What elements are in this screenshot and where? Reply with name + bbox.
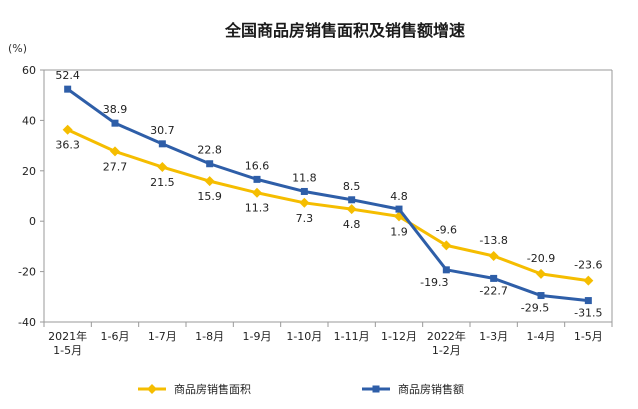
data-point [536,268,546,279]
data-label: 30.7 [150,124,175,137]
data-point [488,250,499,261]
y-tick-label: 40 [22,114,36,127]
x-tick-label: 1-8月 [195,330,224,343]
data-label: 16.6 [245,159,270,172]
data-label: -19.3 [420,276,448,289]
x-tick-label: 1-12月 [381,330,417,343]
data-point [158,140,166,148]
x-tick-label: 1-11月 [334,330,370,343]
data-point [157,162,168,173]
data-point [348,196,356,204]
legend: 商品房销售面积 商品房销售额 [138,382,464,396]
data-label: 11.3 [245,202,270,215]
y-tick-label: 20 [22,165,36,178]
data-point [111,119,119,127]
x-tick-label: 1-9月 [243,330,272,343]
data-point [110,146,120,157]
x-tick-label: 1-7月 [148,330,177,343]
chart-title: 全国商品房销售面积及销售额增速 [224,21,465,40]
data-label: 8.5 [343,180,361,193]
data-point [490,274,498,282]
series-line-1 [67,128,589,283]
data-labels: 36.3 27.7 21.5 15.9 11.3 7.3 4.8 1.9 -9.6 -13.8 -2… [55,69,602,319]
legend-label: 商品房销售额 [398,382,464,396]
data-label: 15.9 [197,190,222,203]
data-point [253,175,261,183]
x-tick-label: 1-10月 [286,330,322,343]
data-label: -22.7 [479,284,507,297]
x-tick-label: 1-3月 [479,330,508,343]
data-point [64,85,72,93]
data-label: -9.6 [436,223,457,236]
data-label: -29.5 [521,302,549,315]
data-label: 38.9 [103,103,128,116]
x-tick-label: 2021年 [48,329,87,343]
axes [43,69,613,327]
data-point [300,187,308,195]
data-point [346,204,357,215]
legend-label: 商品房销售面积 [174,382,251,396]
x-tick-label: 1-6月 [101,330,130,343]
data-point [204,176,215,187]
x-tick-label: 1-4月 [527,330,556,343]
data-label: 52.4 [55,69,80,82]
x-tick-label: 1-2月 [432,344,461,357]
y-tick-label: 0 [29,215,36,228]
data-point [252,187,262,198]
data-label: 27.7 [103,160,128,173]
data-label: 7.3 [296,212,314,225]
data-label: 36.3 [55,139,80,152]
y-axis-unit: (%) [8,42,27,55]
data-point [441,240,452,251]
y-tick-label: -20 [18,266,36,279]
x-tick-label: 1-5月 [574,330,603,343]
data-point [442,266,450,274]
data-label: -20.9 [527,252,555,265]
y-tick-label: 60 [22,64,36,77]
data-point [62,124,73,135]
series-group [62,85,594,305]
x-tick-label: 1-5月 [53,344,82,357]
data-label: -31.5 [574,307,602,320]
series-line-2 [66,87,589,303]
data-point [537,292,545,300]
data-point [206,160,214,168]
data-point [299,197,310,208]
data-point [584,297,592,305]
data-label: 21.5 [150,176,175,189]
data-label: 1.9 [390,225,408,238]
data-label: 4.8 [390,190,408,203]
data-label: 22.8 [197,144,222,157]
y-axis-ticks: 60 40 20 0 -20 -40 [18,64,44,329]
data-label: 11.8 [292,171,317,184]
legend-marker [372,385,380,393]
data-point [395,205,403,213]
data-label: -13.8 [479,234,507,247]
data-label: 4.8 [343,218,361,231]
data-point [583,275,594,286]
y-tick-label: -40 [18,316,36,329]
x-tick-label: 2022年 [427,329,466,343]
data-label: -23.6 [574,259,602,272]
legend-marker [147,384,157,394]
